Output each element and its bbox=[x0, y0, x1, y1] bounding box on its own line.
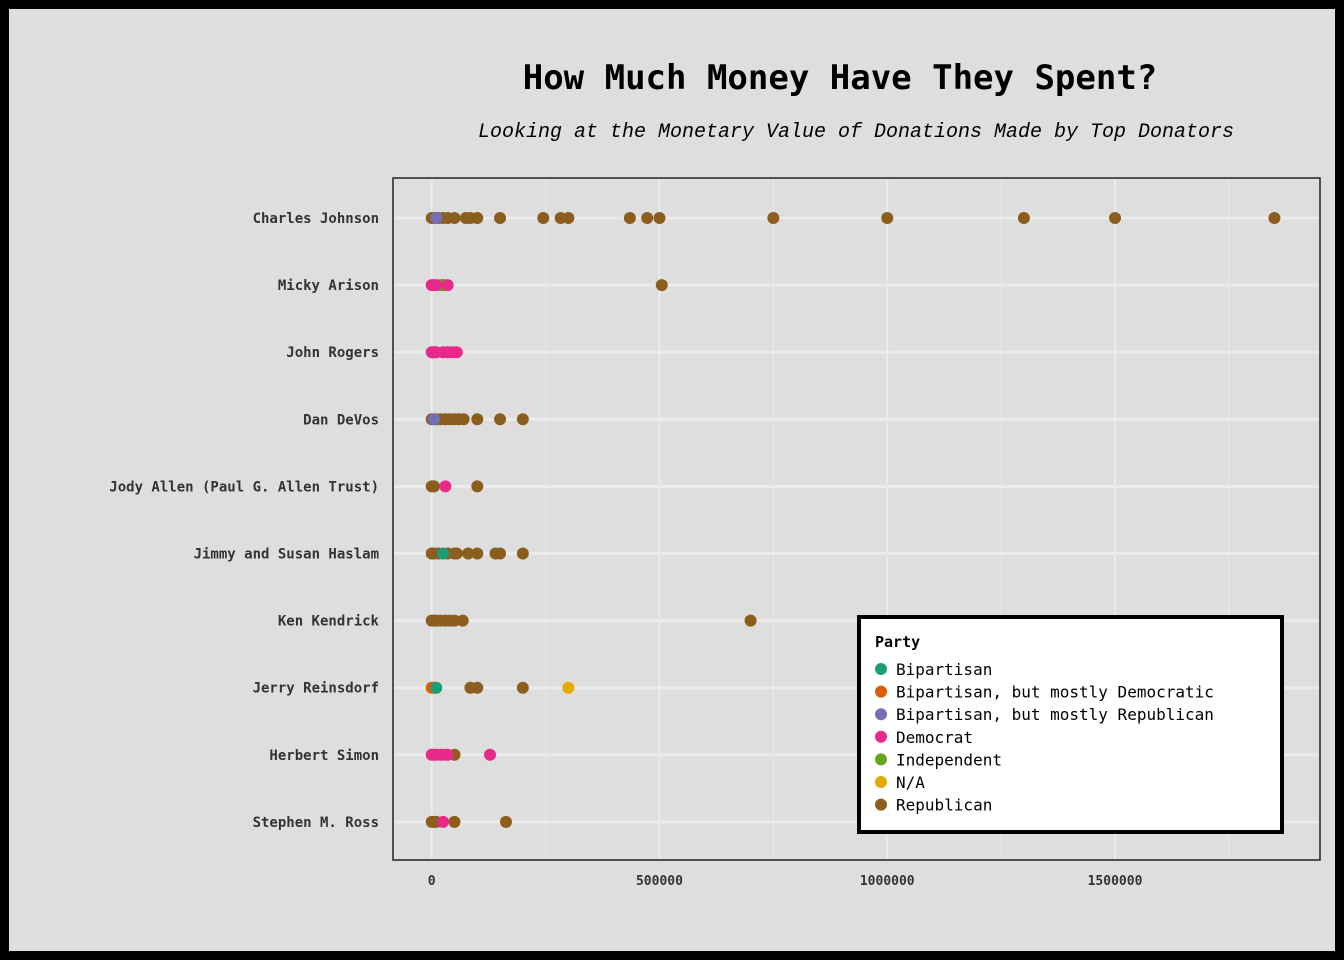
data-point bbox=[655, 279, 668, 292]
data-point bbox=[516, 413, 529, 426]
data-point bbox=[439, 480, 452, 493]
data-point bbox=[471, 413, 484, 426]
legend-label: Republican bbox=[896, 796, 992, 815]
y-tick-label: Herbert Simon bbox=[269, 748, 379, 764]
data-point bbox=[881, 212, 894, 224]
data-point bbox=[450, 547, 463, 560]
x-tick-label: 0 bbox=[428, 874, 436, 889]
x-tick-label: 1000000 bbox=[860, 874, 915, 889]
y-tick-label: Micky Arison bbox=[278, 278, 379, 294]
data-point bbox=[516, 681, 529, 694]
y-tick-label: Jerry Reinsdorf bbox=[253, 681, 379, 697]
data-point bbox=[437, 547, 450, 560]
data-point bbox=[427, 480, 440, 493]
legend-label: Democrat bbox=[896, 728, 973, 747]
chart-title: How Much Money Have They Spent? bbox=[523, 58, 1158, 98]
data-point bbox=[562, 681, 575, 694]
legend-box bbox=[857, 615, 1284, 834]
data-points bbox=[425, 212, 1281, 828]
y-tick-label: John Rogers bbox=[286, 345, 379, 361]
data-point bbox=[494, 413, 507, 426]
data-point bbox=[457, 413, 470, 426]
data-point bbox=[448, 815, 461, 828]
data-point bbox=[471, 547, 484, 560]
legend-label: Bipartisan, but mostly Democratic bbox=[896, 683, 1214, 702]
data-point bbox=[427, 413, 440, 426]
data-point bbox=[1268, 212, 1281, 224]
data-point bbox=[448, 212, 461, 224]
data-point bbox=[767, 212, 780, 224]
y-tick-label: Charles Johnson bbox=[253, 211, 379, 227]
data-point bbox=[537, 212, 550, 224]
data-point bbox=[1017, 212, 1030, 224]
legend-swatch bbox=[875, 798, 887, 811]
data-point bbox=[562, 212, 575, 224]
x-tick-label: 1500000 bbox=[1088, 874, 1143, 889]
y-tick-label: Dan DeVos bbox=[303, 412, 379, 428]
x-axis-labels: 0 500000 1000000 1500000 bbox=[428, 874, 1143, 889]
legend-swatch bbox=[875, 753, 887, 766]
data-point bbox=[641, 212, 654, 224]
data-point bbox=[430, 212, 443, 224]
data-point bbox=[430, 279, 443, 292]
data-point bbox=[441, 748, 454, 761]
chart-canvas: How Much Money Have They Spent? Looking … bbox=[109, 58, 1321, 889]
data-point bbox=[430, 681, 443, 694]
data-point bbox=[448, 614, 461, 627]
legend-swatch bbox=[875, 708, 887, 721]
legend-label: Bipartisan bbox=[896, 660, 992, 679]
x-tick-label: 500000 bbox=[636, 874, 683, 889]
data-point bbox=[471, 480, 484, 493]
y-tick-label: Jody Allen (Paul G. Allen Trust) bbox=[109, 479, 379, 495]
data-point bbox=[437, 815, 450, 828]
data-point bbox=[499, 815, 512, 828]
legend-swatch bbox=[875, 685, 887, 698]
chart-subtitle: Looking at the Monetary Value of Donatio… bbox=[478, 121, 1234, 144]
legend-label: Independent bbox=[896, 750, 1002, 769]
data-point bbox=[441, 279, 454, 292]
legend-swatch bbox=[875, 730, 887, 743]
data-point bbox=[494, 212, 507, 224]
data-point bbox=[471, 212, 484, 224]
legend: Party Bipartisan Bipartisan, but mostly D… bbox=[857, 615, 1284, 834]
y-tick-label: Ken Kendrick bbox=[278, 614, 380, 630]
legend-swatch bbox=[875, 776, 887, 788]
chart-background: How Much Money Have They Spent? Looking … bbox=[9, 9, 1335, 951]
data-point bbox=[450, 346, 463, 359]
y-tick-label: Jimmy and Susan Haslam bbox=[194, 547, 379, 563]
data-point bbox=[494, 547, 507, 560]
data-point bbox=[653, 212, 666, 224]
legend-label: N/A bbox=[896, 773, 925, 792]
y-tick-label: Stephen M. Ross bbox=[253, 815, 379, 831]
data-point bbox=[471, 681, 484, 694]
data-point bbox=[456, 614, 469, 627]
data-point bbox=[1109, 212, 1122, 224]
data-point bbox=[623, 212, 636, 224]
data-point bbox=[484, 748, 497, 761]
legend-title: Party bbox=[875, 633, 920, 651]
data-point bbox=[744, 614, 757, 627]
y-axis-labels: Charles Johnson Micky Arison John Rogers Da… bbox=[109, 211, 379, 831]
data-point bbox=[516, 547, 529, 560]
legend-label: Bipartisan, but mostly Republican bbox=[896, 705, 1214, 724]
legend-swatch bbox=[875, 663, 887, 675]
data-point bbox=[462, 547, 475, 560]
